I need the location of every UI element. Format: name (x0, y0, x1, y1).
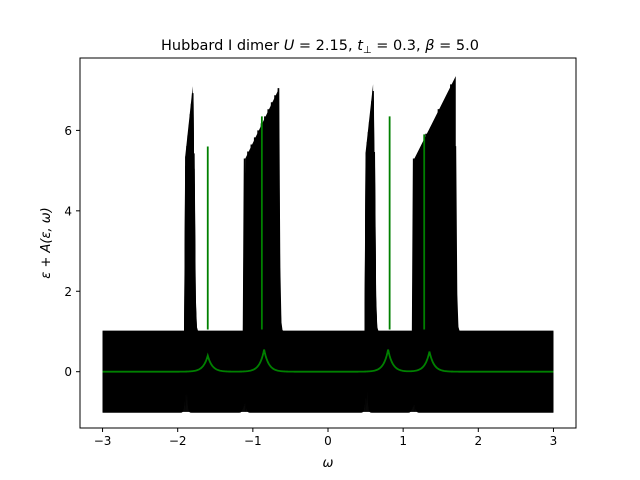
x-tick-label: −2 (169, 434, 187, 448)
y-axis: 0 2 4 6 (64, 124, 80, 379)
x-tick-label: −3 (94, 434, 112, 448)
x-tick-label: −1 (244, 434, 262, 448)
highlight-curve-group (102, 116, 554, 373)
x-tick-label: 2 (474, 434, 482, 448)
x-axis: −3 −2 −1 0 1 2 3 (94, 428, 558, 448)
x-tick-label: 1 (399, 434, 407, 448)
x-axis-label: ω (323, 456, 334, 471)
highlight-curve (102, 349, 554, 373)
band-edge-block (365, 84, 374, 412)
x-tick-label: 0 (324, 434, 332, 448)
chart-title: Hubbard I dimer U = 2.15, t⊥ = 0.3, β = … (161, 38, 479, 56)
y-tick-label: 6 (64, 124, 72, 138)
y-tick-label: 4 (64, 204, 72, 218)
band-edge-block (185, 86, 193, 412)
y-axis-label: ε + A(ε, ω) (39, 207, 54, 278)
y-tick-label: 2 (64, 285, 72, 299)
x-tick-label: 3 (550, 434, 558, 448)
y-tick-label: 0 (64, 365, 72, 379)
